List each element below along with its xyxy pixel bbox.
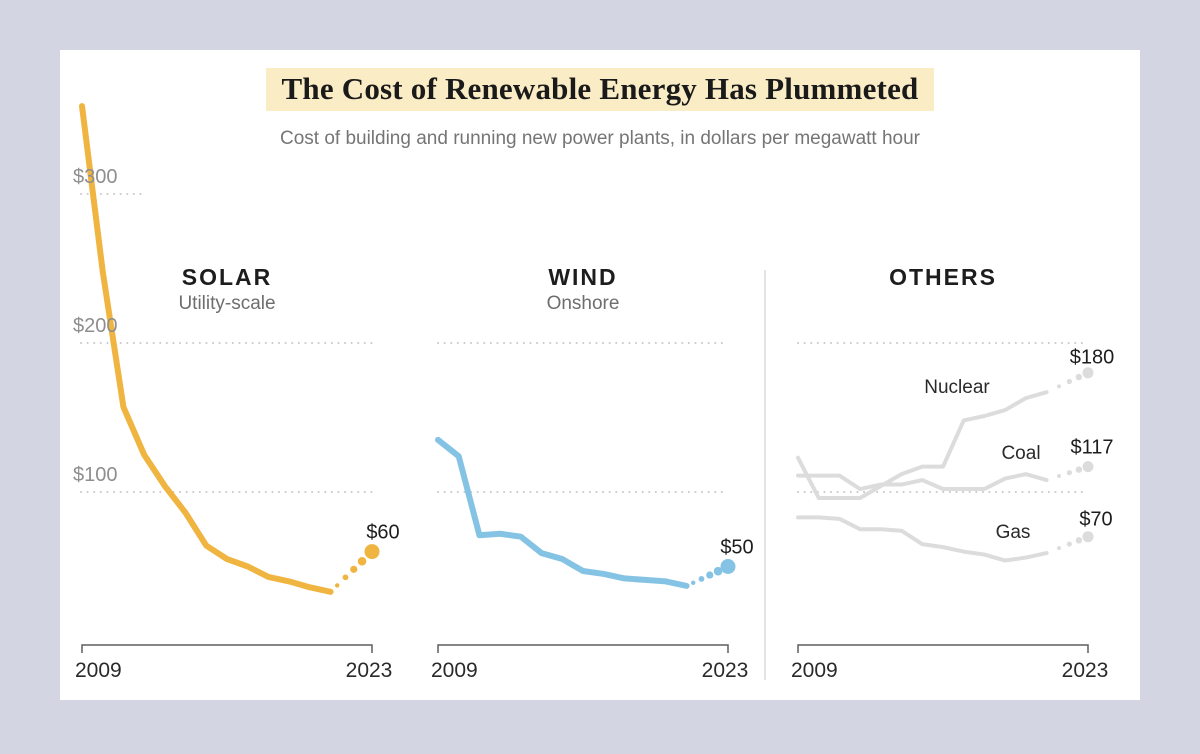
chart-card: The Cost of Renewable Energy Has Plummet…: [60, 50, 1140, 700]
coal-projection-dot: [1075, 466, 1083, 473]
x-tick-right-wind: 2023: [701, 659, 749, 682]
nuclear-line: [796, 390, 1049, 500]
panel-subheading-wind: Onshore: [546, 293, 620, 314]
x-axis-bracket-wind: [437, 644, 729, 653]
series-label-nuclear: Nuclear: [924, 377, 990, 398]
wind-line: [435, 436, 690, 589]
coal-projection-dot: [1057, 474, 1061, 479]
nuclear-end-dot: [1082, 367, 1094, 379]
solar-projection-dot: [357, 556, 367, 566]
y-axis-tick-label-100: $100: [73, 464, 118, 486]
solar-line: [79, 103, 334, 595]
gas-projection-dot: [1075, 537, 1083, 544]
gas-line: [796, 515, 1049, 563]
solar-end-dot: [364, 544, 380, 560]
panel-heading-others: OTHERS: [889, 264, 997, 290]
chart-title-row: The Cost of Renewable Energy Has Plummet…: [60, 68, 1140, 111]
x-tick-right-others: 2023: [1061, 659, 1109, 682]
solar-projection-dot: [335, 583, 340, 588]
coal-line: [796, 472, 1049, 492]
x-tick-right-solar: 2023: [345, 659, 393, 682]
end-value-label-wind: $50: [720, 536, 754, 559]
panel-heading-solar: SOLAR: [181, 264, 273, 290]
end-value-label-solar: $60: [366, 521, 400, 544]
gas-projection-dot: [1066, 541, 1072, 547]
wind-projection-dot: [713, 566, 723, 576]
end-value-label-coal: $117: [1070, 436, 1114, 459]
gas-projection-dot: [1057, 546, 1061, 551]
x-tick-left-wind: 2009: [431, 659, 478, 682]
nuclear-projection-dot: [1066, 378, 1072, 385]
panel-heading-wind: WIND: [548, 264, 618, 290]
chart-canvas: [79, 103, 1094, 680]
end-value-label-gas: $70: [1079, 508, 1113, 531]
solar-projection-dot: [342, 574, 349, 581]
x-tick-left-solar: 2009: [75, 659, 122, 682]
nuclear-projection-dot: [1075, 373, 1083, 381]
end-value-label-nuclear: $180: [1069, 346, 1115, 369]
wind-projection-dot: [698, 575, 705, 582]
x-tick-left-others: 2009: [791, 659, 838, 682]
series-label-coal: Coal: [1001, 443, 1041, 464]
wind-end-dot: [720, 559, 736, 574]
panel-subheading-solar: Utility-scale: [178, 293, 276, 314]
gas-end-dot: [1082, 531, 1094, 543]
wind-projection-dot: [706, 571, 714, 579]
coal-end-dot: [1082, 461, 1094, 473]
chart-subtitle: Cost of building and running new power p…: [279, 128, 921, 149]
coal-projection-dot: [1066, 470, 1072, 476]
x-axis-bracket-solar: [81, 644, 373, 653]
y-axis-tick-label-200: $200: [73, 315, 118, 337]
y-axis-tick-label-300: $300: [73, 166, 118, 188]
chart-title: The Cost of Renewable Energy Has Plummet…: [265, 68, 935, 111]
solar-projection-dot: [350, 565, 358, 573]
nuclear-projection-dot: [1057, 384, 1061, 389]
wind-projection-dot: [691, 580, 696, 585]
x-axis-bracket-others: [797, 644, 1089, 653]
series-label-gas: Gas: [995, 522, 1031, 543]
